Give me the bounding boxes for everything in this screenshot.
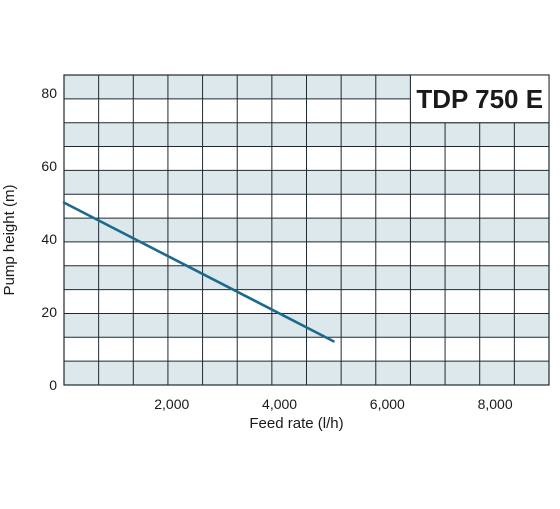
x-tick-label: 8,000 bbox=[478, 396, 513, 412]
y-tick-label: 40 bbox=[41, 231, 57, 247]
chart-title-box: TDP 750 E bbox=[410, 75, 549, 123]
y-tick-label: 20 bbox=[41, 304, 57, 320]
y-tick-label: 80 bbox=[41, 85, 57, 101]
x-tick-label: 4,000 bbox=[262, 396, 297, 412]
x-axis-label: Feed rate (l/h) bbox=[249, 415, 343, 432]
y-axis-label: Pump height (m) bbox=[1, 185, 18, 296]
y-tick-label: 0 bbox=[49, 377, 57, 393]
x-tick-label: 6,000 bbox=[370, 396, 405, 412]
y-tick-label: 60 bbox=[41, 158, 57, 174]
y-axis-tick-labels: 0 20 40 60 80 bbox=[41, 85, 57, 393]
chart-title: TDP 750 E bbox=[416, 84, 543, 114]
x-tick-label: 2,000 bbox=[154, 396, 189, 412]
x-axis-tick-labels: 2,000 4,000 6,000 8,000 bbox=[154, 396, 513, 412]
